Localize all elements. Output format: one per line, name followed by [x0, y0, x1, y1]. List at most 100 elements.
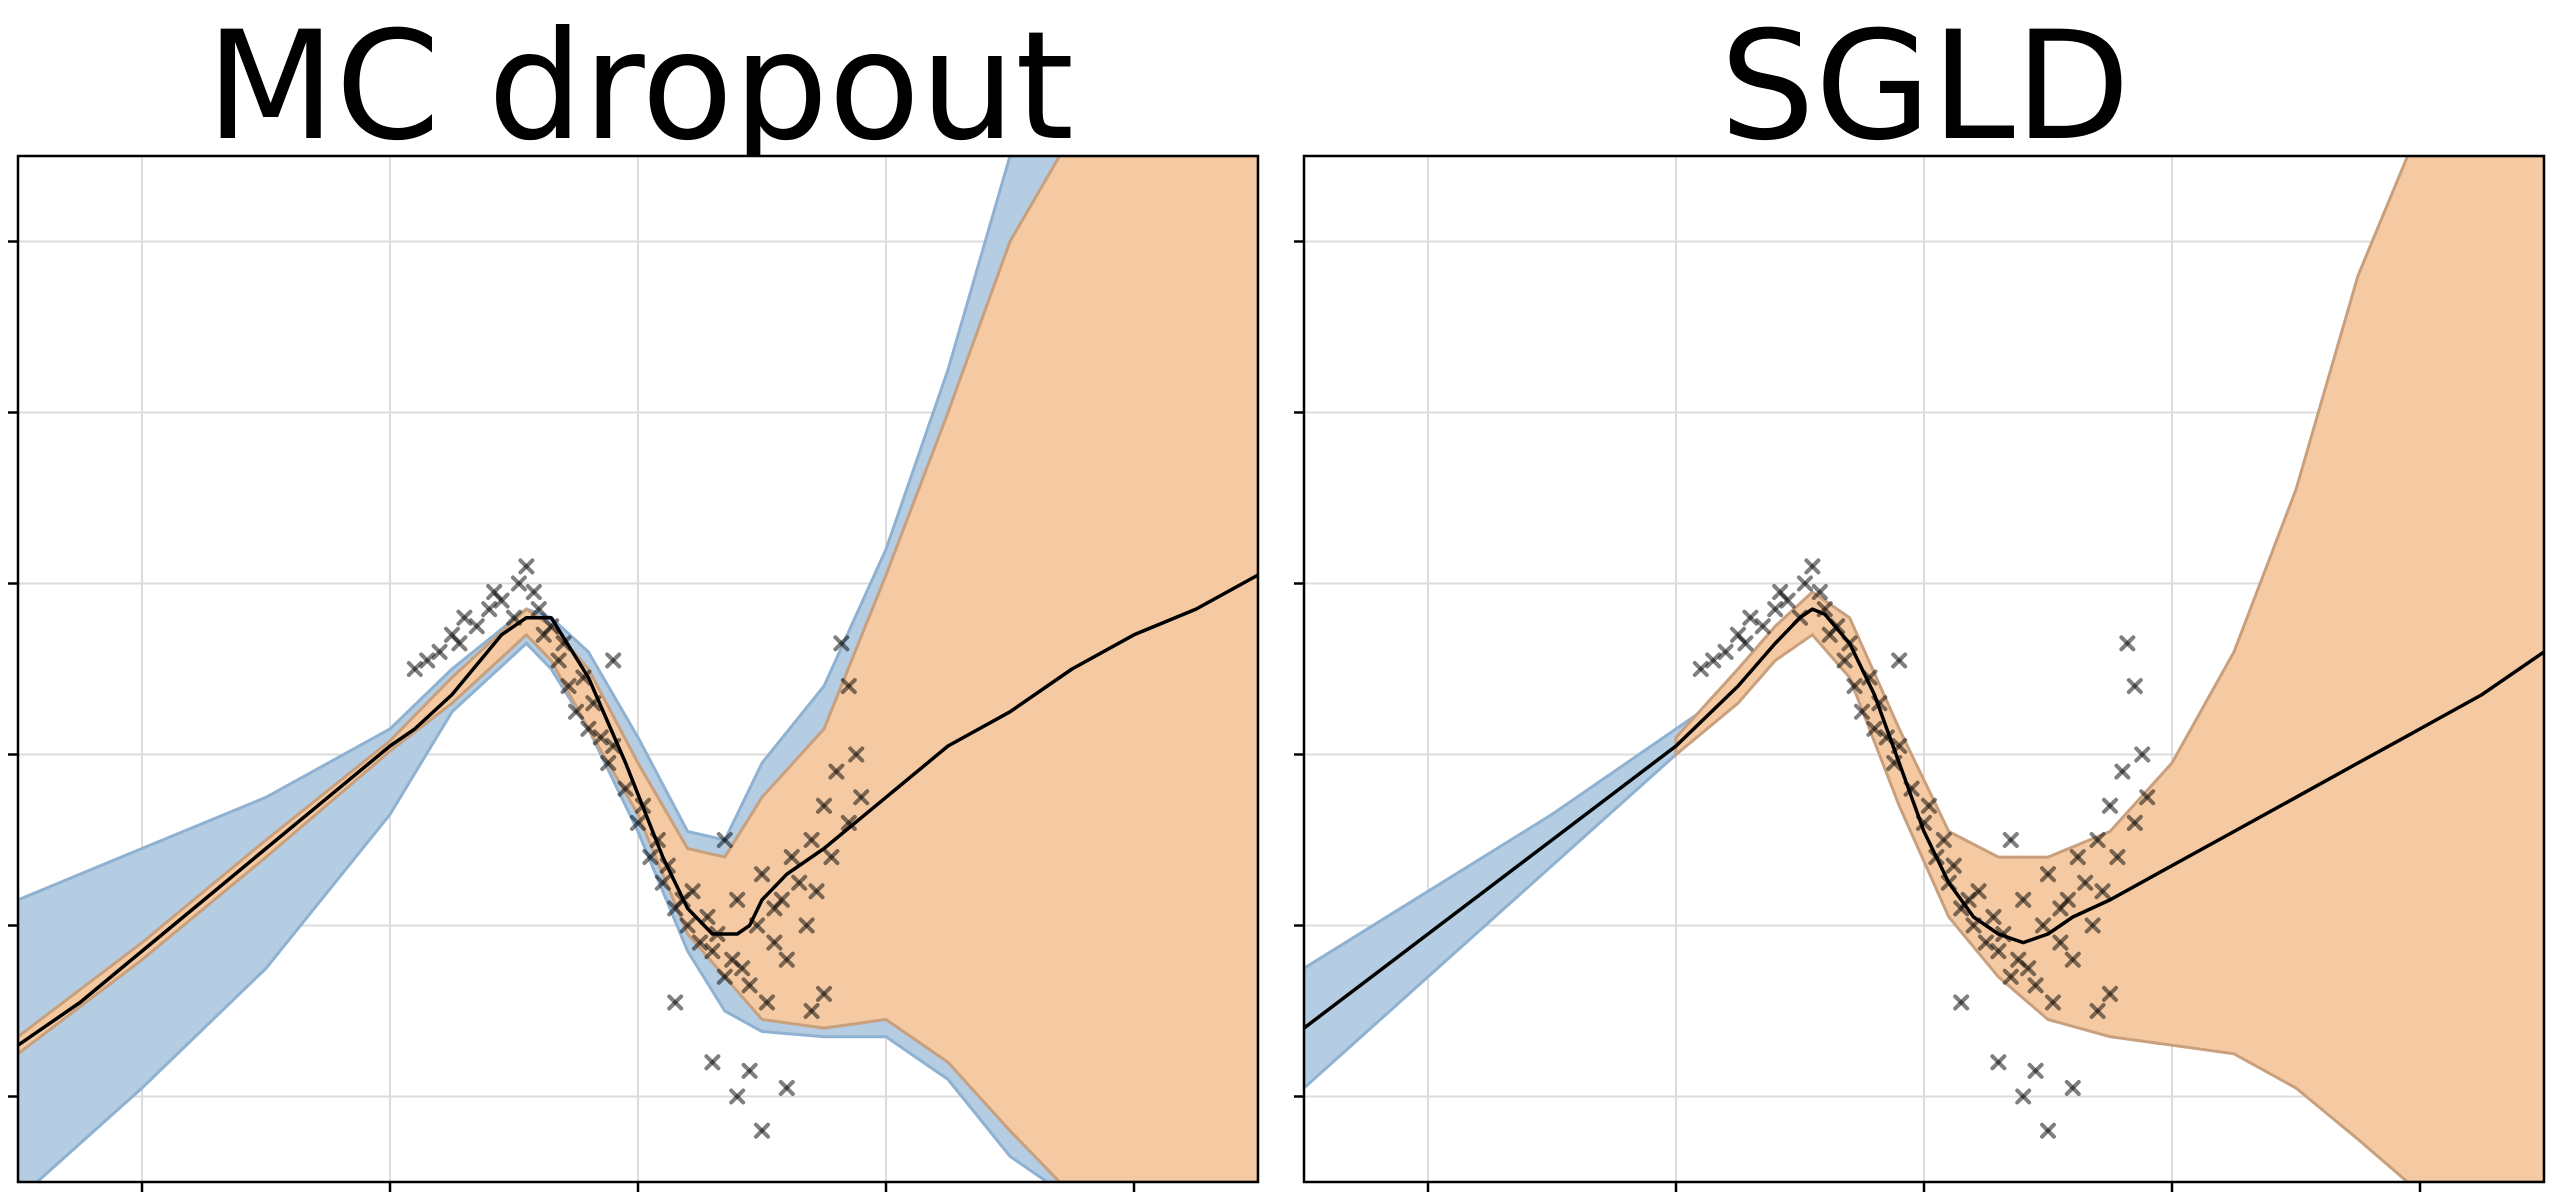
data-point — [729, 1088, 746, 1105]
data-point-stroke — [2040, 866, 2056, 883]
data-point — [1935, 832, 1952, 848]
data-point — [2052, 934, 2069, 951]
data-point-stroke — [724, 951, 741, 968]
data-point — [2064, 1079, 2081, 1096]
data-point-stroke — [1796, 575, 1813, 592]
data-point — [816, 797, 832, 814]
data-point — [2027, 1062, 2044, 1079]
data-point-stroke — [840, 814, 857, 831]
data-point-stroke — [816, 797, 832, 814]
data-point — [741, 977, 758, 994]
data-point — [2084, 917, 2101, 934]
data-point-stroke — [406, 661, 423, 677]
data-point — [456, 609, 473, 626]
data-point-stroke — [1866, 720, 1883, 737]
data-point-stroke — [468, 618, 485, 635]
data-point-stroke — [716, 968, 733, 985]
data-point — [2027, 977, 2044, 994]
data-point — [431, 643, 448, 660]
data-point — [754, 866, 770, 883]
data-point — [778, 951, 795, 968]
data-point — [803, 1003, 820, 1019]
data-point — [848, 746, 865, 763]
data-point — [2126, 814, 2143, 831]
data-point-stroke — [481, 601, 498, 618]
data-point-stroke — [2089, 832, 2106, 848]
data-point-stroke — [642, 849, 659, 866]
data-point — [704, 1054, 721, 1071]
data-point-stroke — [1861, 669, 1878, 686]
data-point-stroke — [2044, 994, 2061, 1011]
data-point-stroke — [530, 601, 547, 618]
data-point — [1953, 994, 1970, 1011]
data-point-stroke — [592, 729, 609, 746]
data-point — [1811, 584, 1828, 601]
data-point — [2044, 994, 2061, 1011]
data-point — [1692, 661, 1709, 677]
data-point — [1767, 601, 1784, 618]
mean-prediction-line — [18, 573, 1258, 1047]
data-point-stroke — [840, 678, 857, 695]
data-point-stroke — [431, 643, 448, 660]
data-point — [550, 652, 567, 669]
data-point — [704, 943, 721, 960]
data-point — [1920, 797, 1937, 814]
data-point-stroke — [823, 849, 840, 866]
data-point-stroke — [1854, 703, 1870, 720]
data-point-stroke — [1945, 857, 1962, 874]
data-point-stroke — [783, 849, 800, 866]
data-point-stroke — [729, 1088, 746, 1105]
data-point-stroke — [1916, 814, 1932, 831]
mean-prediction-line — [1304, 607, 2544, 1030]
data-point-stroke — [798, 917, 815, 934]
panel-title-mc-dropout: MC dropout — [206, 0, 1074, 174]
data-point — [2126, 678, 2143, 695]
data-point-stroke — [654, 874, 671, 891]
plot-content — [18, 156, 1258, 1182]
data-point — [2020, 960, 2037, 977]
data-point — [1990, 943, 2007, 960]
data-point-stroke — [444, 626, 460, 643]
data-point — [654, 874, 671, 891]
data-point — [2109, 849, 2126, 866]
data-point — [2102, 985, 2118, 1002]
data-point-stroke — [1772, 584, 1789, 601]
data-point-stroke — [2002, 832, 2019, 848]
data-point-stroke — [2084, 917, 2101, 934]
data-point — [2040, 866, 2056, 883]
data-point-stroke — [2109, 849, 2126, 866]
data-point-stroke — [2102, 797, 2118, 814]
data-point-stroke — [692, 934, 708, 951]
data-point — [1854, 703, 1870, 720]
data-point — [518, 558, 535, 575]
data-point — [1985, 908, 2002, 925]
data-point-stroke — [2094, 883, 2111, 900]
data-point-stroke — [2015, 891, 2032, 908]
data-point-stroke — [704, 1054, 721, 1071]
data-point — [1804, 558, 1821, 575]
data-point — [2094, 883, 2111, 900]
data-point — [823, 849, 840, 866]
data-point — [798, 917, 815, 934]
data-point-stroke — [758, 994, 775, 1011]
data-point-stroke — [734, 960, 751, 977]
data-point-stroke — [754, 1122, 770, 1139]
data-point-stroke — [617, 780, 634, 797]
data-point-stroke — [833, 635, 850, 652]
data-point — [525, 584, 542, 601]
data-point-stroke — [2020, 960, 2037, 977]
data-point-stroke — [766, 934, 783, 951]
data-point — [1796, 575, 1813, 592]
data-point — [679, 917, 696, 934]
data-point-stroke — [2134, 746, 2151, 763]
data-point-stroke — [803, 832, 820, 848]
data-point — [2064, 951, 2081, 968]
data-point-stroke — [1935, 832, 1952, 848]
data-point — [1742, 609, 1759, 626]
data-point — [2077, 874, 2094, 891]
data-point — [630, 814, 646, 831]
data-point-stroke — [1985, 908, 2002, 925]
data-point-stroke — [2035, 917, 2052, 934]
data-point — [2035, 917, 2052, 934]
